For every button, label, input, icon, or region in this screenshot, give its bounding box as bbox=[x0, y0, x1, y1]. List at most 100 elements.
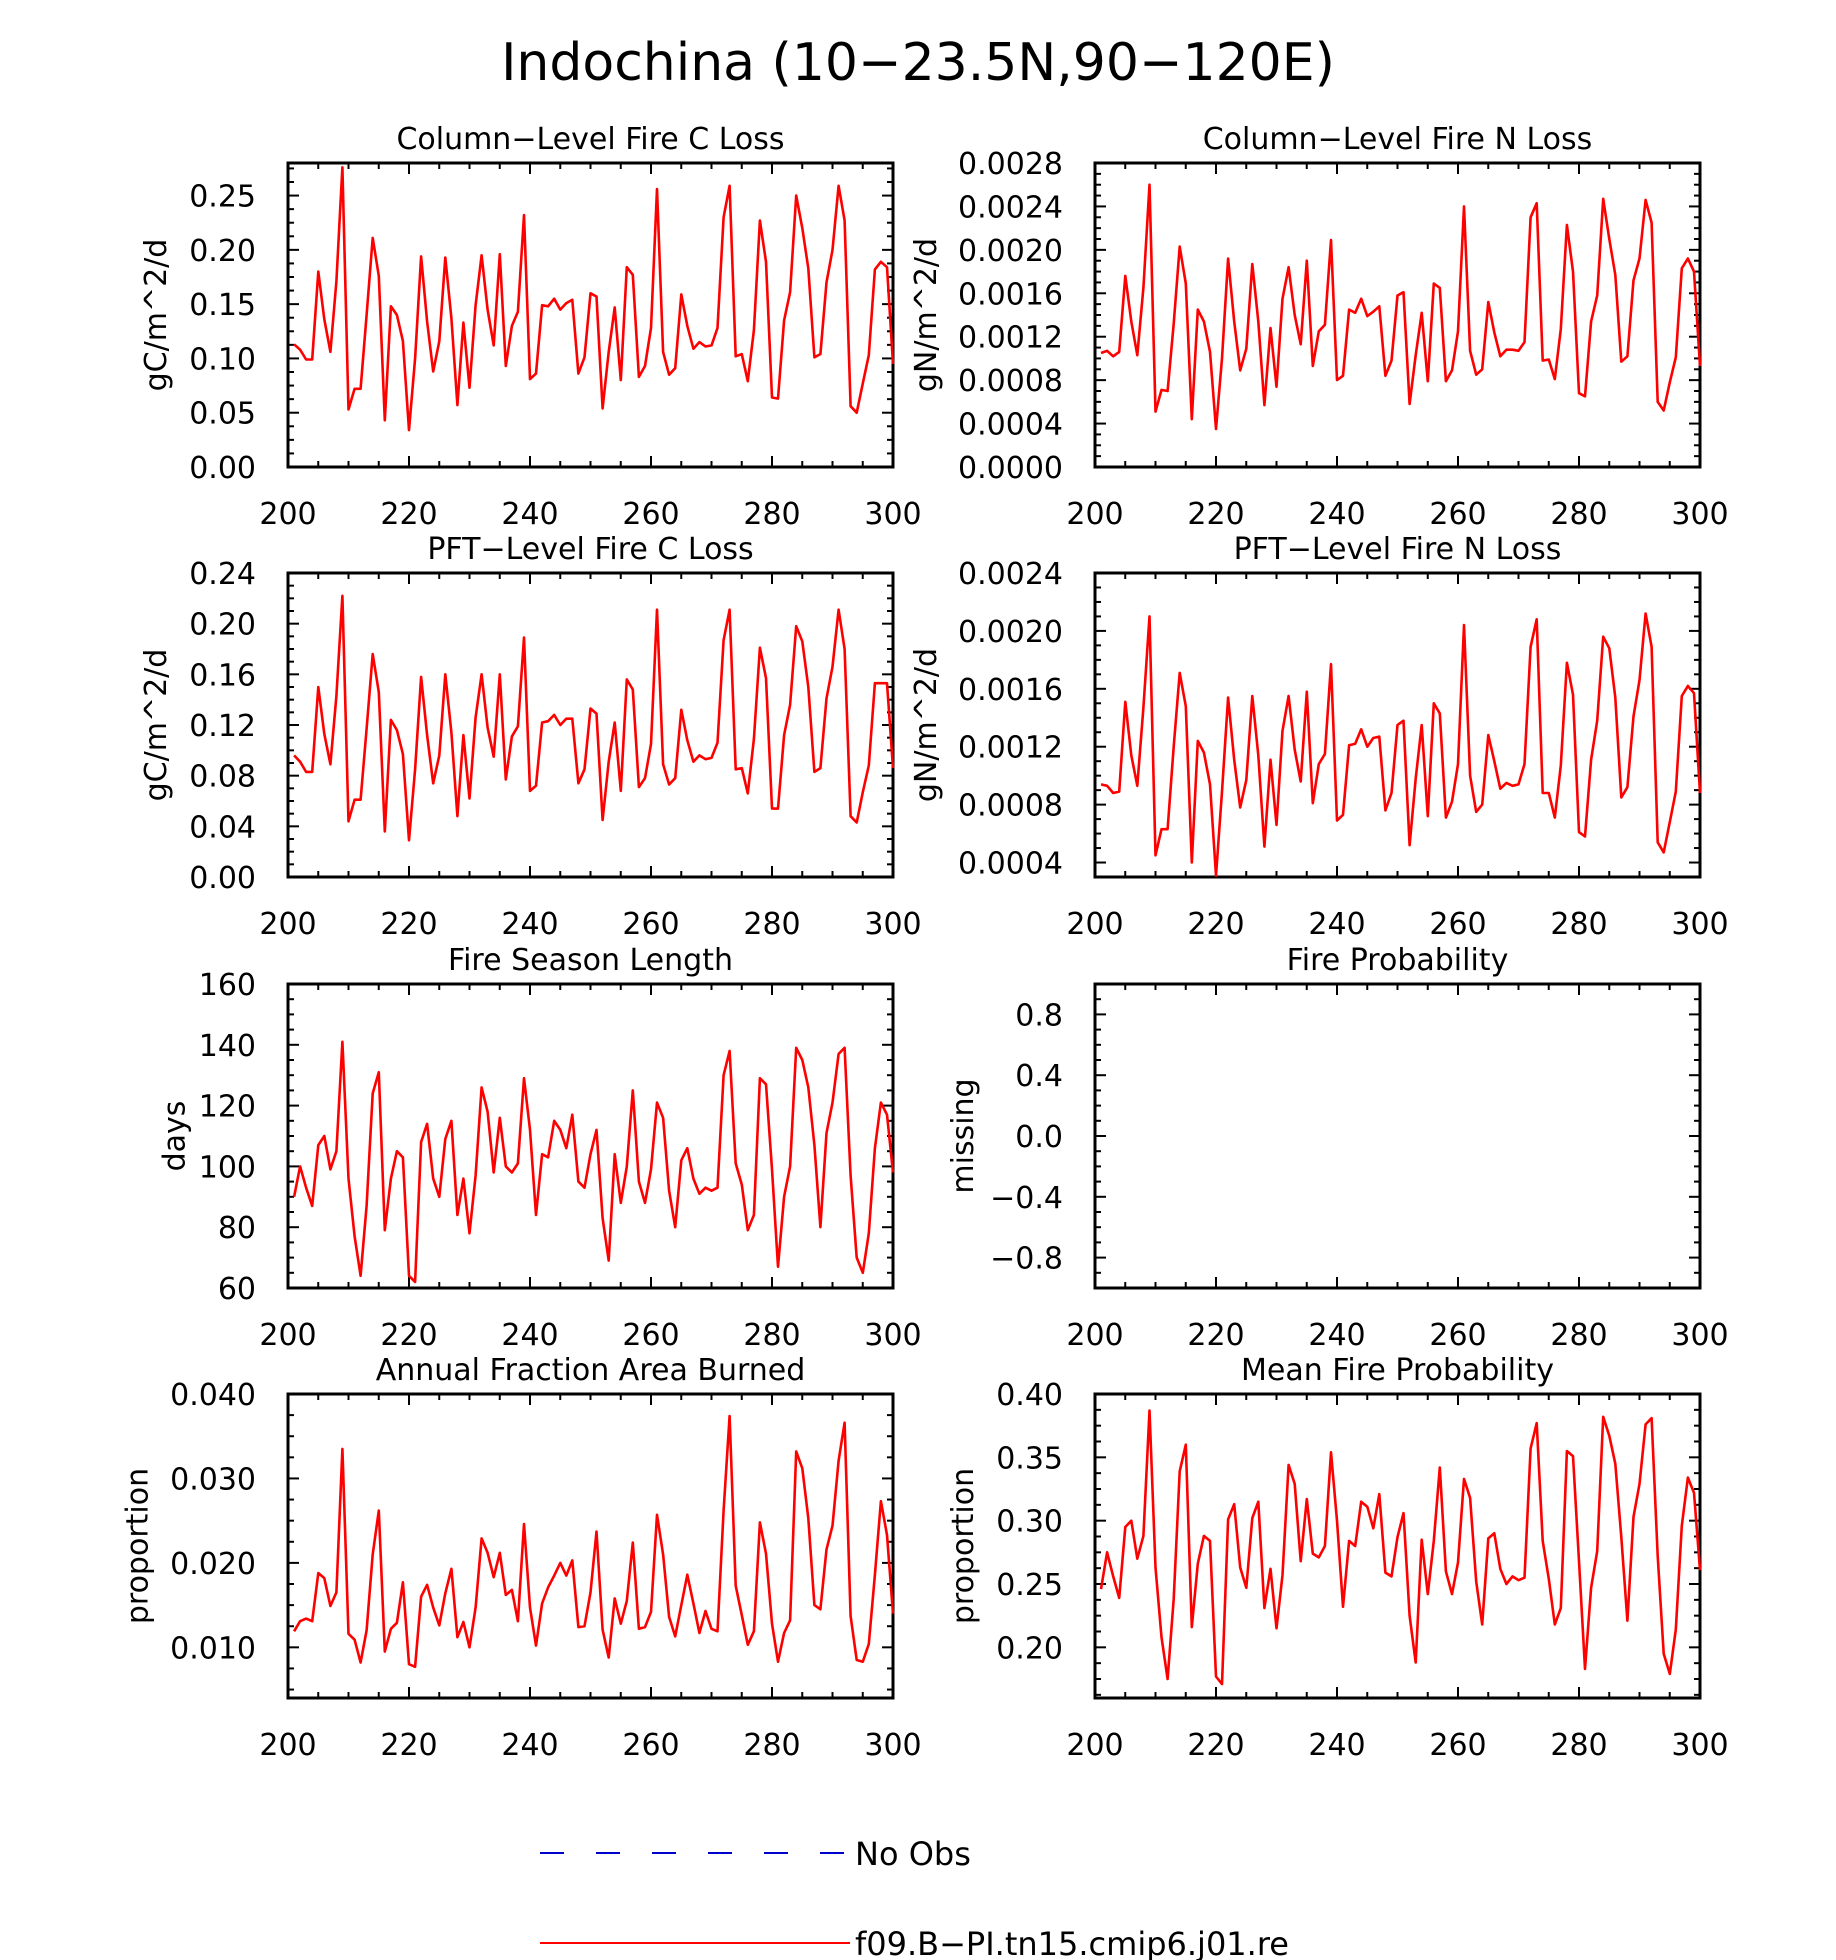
chart-panel-6: 200 220 240 260 280 300 −0.8 −0.4 0.0 0.4 0.8 Fire … bbox=[946, 943, 1729, 1353]
x-tick-label: 220 bbox=[1187, 1728, 1244, 1763]
chart-panel-1: 200 220 240 260 280 300 0.00 0.05 0.10 0.15 0.20 0.… bbox=[139, 122, 922, 532]
x-tick-label: 280 bbox=[1550, 907, 1607, 942]
x-tick-label: 200 bbox=[1066, 907, 1123, 942]
plot-frame bbox=[286, 1392, 895, 1700]
y-tick-label: 0.0000 bbox=[958, 451, 1063, 486]
chart-title: Fire Season Length bbox=[448, 943, 733, 978]
chart-panel-5: 200 220 240 260 280 300 60 80 100 120 140 160 Fire S… bbox=[158, 943, 922, 1353]
y-tick-label: 0.20 bbox=[189, 608, 256, 643]
x-tick-label: 240 bbox=[1308, 907, 1365, 942]
chart-title: PFT−Level Fire N Loss bbox=[1234, 532, 1562, 567]
x-tick-label: 300 bbox=[864, 1318, 921, 1353]
x-tick-label: 260 bbox=[1429, 497, 1486, 532]
chart-title: Column−Level Fire C Loss bbox=[396, 122, 784, 157]
y-tick-label: 140 bbox=[199, 1029, 256, 1064]
y-tick-label: −0.8 bbox=[990, 1242, 1063, 1277]
x-tick-label: 260 bbox=[622, 1728, 679, 1763]
y-tick-label: 0.0016 bbox=[958, 277, 1063, 312]
data-line-series-1 bbox=[1099, 1409, 1702, 1686]
x-tick-label: 240 bbox=[1308, 497, 1365, 532]
x-tick-label: 300 bbox=[864, 497, 921, 532]
legend-no-obs-label: No Obs bbox=[855, 1835, 971, 1873]
y-tick-label: 0.24 bbox=[189, 557, 256, 592]
x-tick-label: 260 bbox=[622, 907, 679, 942]
x-tick-label: 300 bbox=[1671, 497, 1728, 532]
x-tick-label: 240 bbox=[501, 1728, 558, 1763]
x-tick-label: 300 bbox=[1671, 907, 1728, 942]
y-tick-label: 100 bbox=[199, 1150, 256, 1185]
x-tick-label: 220 bbox=[1187, 1318, 1244, 1353]
x-tick-label: 260 bbox=[622, 497, 679, 532]
x-tick-label: 260 bbox=[622, 1318, 679, 1353]
y-tick-label: 0.35 bbox=[996, 1441, 1063, 1476]
x-tick-label: 220 bbox=[1187, 497, 1244, 532]
chart-panel-3: 200 220 240 260 280 300 0.00 0.04 0.08 0.12 0.16 0.… bbox=[139, 532, 922, 942]
x-tick-label: 300 bbox=[864, 907, 921, 942]
y-tick-label: 0.0012 bbox=[958, 731, 1063, 766]
chart-panel-4: 200 220 240 260 280 300 0.0004 0.0008 0.0012 0.00… bbox=[909, 532, 1729, 942]
plot-frame bbox=[1093, 982, 1702, 1290]
y-tick-label: 0.0020 bbox=[958, 234, 1063, 269]
legend: No Obs f09.B−PI.tn15.cmip6.j01.re bbox=[540, 1835, 1289, 1960]
y-tick-label: 0.30 bbox=[996, 1505, 1063, 1540]
legend-model-label: f09.B−PI.tn15.cmip6.j01.re bbox=[855, 1925, 1289, 1960]
x-tick-label: 240 bbox=[501, 907, 558, 942]
x-tick-label: 280 bbox=[743, 497, 800, 532]
x-tick-label: 220 bbox=[1187, 907, 1244, 942]
x-tick-label: 280 bbox=[1550, 1318, 1607, 1353]
data-line-series-1 bbox=[1100, 183, 1702, 431]
x-tick-label: 220 bbox=[380, 497, 437, 532]
chart-title: PFT−Level Fire C Loss bbox=[427, 532, 753, 567]
y-tick-label: 0.25 bbox=[189, 180, 256, 215]
x-tick-label: 260 bbox=[1429, 1318, 1486, 1353]
y-tick-label: 120 bbox=[199, 1090, 256, 1125]
y-tick-label: 160 bbox=[199, 968, 256, 1003]
y-tick-label: 80 bbox=[218, 1211, 256, 1246]
y-tick-label: 0.00 bbox=[189, 861, 256, 896]
x-tick-label: 240 bbox=[1308, 1318, 1365, 1353]
y-axis-label: gN/m^2/d bbox=[909, 238, 944, 392]
y-tick-label: 0.16 bbox=[189, 658, 256, 693]
y-tick-label: 0.0016 bbox=[958, 673, 1063, 708]
y-tick-label: 0.0008 bbox=[958, 364, 1063, 399]
y-tick-label: 0.0004 bbox=[958, 408, 1063, 443]
x-tick-label: 200 bbox=[259, 907, 316, 942]
y-tick-label: 0.0020 bbox=[958, 615, 1063, 650]
data-line-series-1 bbox=[293, 166, 895, 432]
x-tick-label: 200 bbox=[1066, 1318, 1123, 1353]
data-line-series-1 bbox=[293, 594, 895, 842]
chart-title: Annual Fraction Area Burned bbox=[376, 1353, 806, 1388]
data-line-series-1 bbox=[292, 1414, 895, 1669]
y-axis-label: gC/m^2/d bbox=[139, 239, 174, 392]
x-tick-label: 220 bbox=[380, 1728, 437, 1763]
x-tick-label: 260 bbox=[1429, 907, 1486, 942]
x-tick-label: 280 bbox=[1550, 497, 1607, 532]
y-tick-label: 0.10 bbox=[189, 342, 256, 377]
chart-title: Fire Probability bbox=[1287, 943, 1509, 978]
chart-title: Mean Fire Probability bbox=[1241, 1353, 1554, 1388]
y-tick-label: 0.4 bbox=[1015, 1059, 1063, 1094]
plot-frame bbox=[286, 571, 895, 879]
chart-panel-7: 200 220 240 260 280 300 0.010 0.020 0.030 0.040 An… bbox=[121, 1353, 922, 1763]
y-tick-label: 60 bbox=[218, 1272, 256, 1307]
x-tick-label: 240 bbox=[501, 1318, 558, 1353]
y-axis-label: gN/m^2/d bbox=[909, 648, 944, 802]
y-tick-label: −0.4 bbox=[990, 1181, 1063, 1216]
plot-frame bbox=[286, 982, 895, 1290]
y-axis-label: missing bbox=[946, 1078, 981, 1193]
y-tick-label: 0.05 bbox=[189, 397, 256, 432]
y-tick-label: 0.04 bbox=[189, 810, 256, 845]
x-tick-label: 240 bbox=[1308, 1728, 1365, 1763]
plot-frame bbox=[1093, 161, 1702, 469]
y-tick-label: 0.010 bbox=[170, 1631, 256, 1666]
y-axis-label: proportion bbox=[946, 1468, 981, 1624]
y-axis-label: days bbox=[158, 1101, 193, 1172]
chart-title: Column−Level Fire N Loss bbox=[1203, 122, 1593, 157]
x-tick-label: 280 bbox=[743, 907, 800, 942]
y-tick-label: 0.25 bbox=[996, 1568, 1063, 1603]
x-tick-label: 280 bbox=[743, 1728, 800, 1763]
panels: 200 220 240 260 280 300 0.00 0.05 0.10 0.15 0.20 0.… bbox=[121, 122, 1729, 1763]
x-tick-label: 300 bbox=[1671, 1318, 1728, 1353]
x-tick-label: 300 bbox=[864, 1728, 921, 1763]
